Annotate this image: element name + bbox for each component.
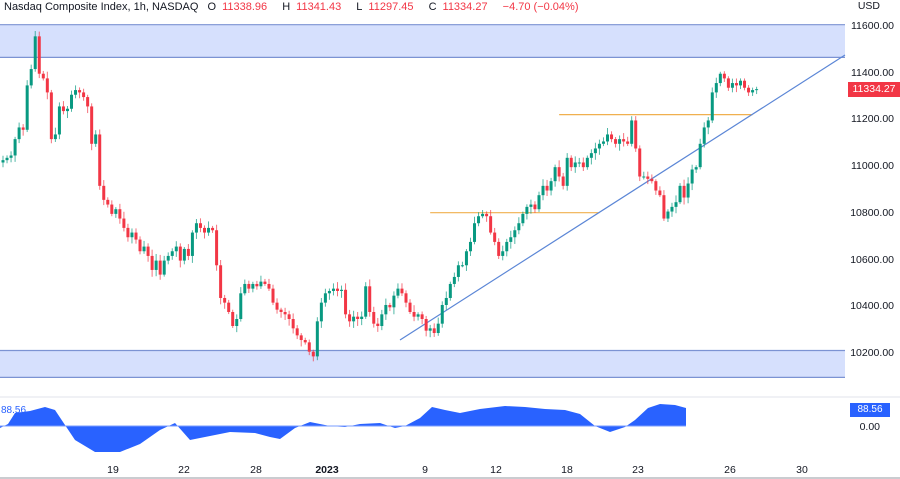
time-tick: 2023 (315, 464, 339, 476)
symbol-legend: Nasdaq Composite Index, 1h, NASDAQ O 1133… (4, 1, 585, 13)
price-tick: 11000.00 (850, 160, 894, 173)
change-value: −4.70 (−0.04%) (502, 1, 579, 13)
price-tick: 10200.00 (850, 347, 894, 360)
support-zone[interactable] (0, 350, 845, 378)
time-tick: 18 (561, 464, 573, 476)
drawing-lines[interactable] (399, 54, 846, 341)
open-value: 11338.96 (222, 1, 268, 13)
symbol-title: Nasdaq Composite Index, 1h, NASDAQ (4, 1, 199, 13)
price-tick: 10600.00 (850, 253, 894, 266)
currency-label: USD (857, 0, 880, 12)
oscillator-pane (0, 404, 686, 452)
price-tick: 11400.00 (850, 66, 894, 79)
trendline[interactable] (399, 54, 846, 341)
open-label: O (207, 1, 217, 13)
oscillator-zero-label: 0.00 (859, 421, 880, 433)
time-tick: 9 (422, 464, 428, 476)
price-tick: 10800.00 (850, 206, 894, 219)
price-tick: 10400.00 (850, 300, 894, 313)
time-tick: 26 (724, 464, 736, 476)
low-value: 11297.45 (368, 1, 414, 13)
candlestick-series (1, 31, 759, 362)
close-value: 11334.27 (442, 1, 488, 13)
time-tick: 19 (107, 464, 119, 476)
low-label: L (356, 1, 363, 13)
oscillator-area (0, 404, 686, 452)
oscillator-value-tag: 88.56 (850, 403, 890, 417)
price-tick: 11200.00 (850, 113, 894, 126)
time-tick: 30 (796, 464, 808, 476)
high-label: H (282, 1, 291, 13)
oscillator-value-label: 88.56 (1, 405, 27, 416)
time-tick: 12 (490, 464, 502, 476)
time-tick: 22 (178, 464, 190, 476)
high-value: 11341.43 (296, 1, 342, 13)
time-tick: 23 (632, 464, 644, 476)
price-tick: 11600.00 (850, 20, 894, 32)
support-resistance-zones[interactable] (0, 24, 845, 378)
time-tick: 28 (250, 464, 262, 476)
last-price-tag: 11334.27 (848, 82, 900, 97)
close-label: C (428, 1, 437, 13)
resistance-zone[interactable] (0, 24, 845, 58)
